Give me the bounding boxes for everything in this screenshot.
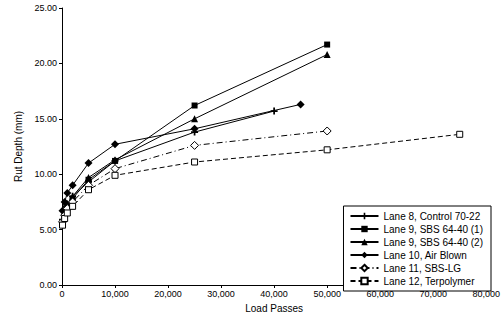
- svg-text:Lane 9, SBS 64-40 (1): Lane 9, SBS 64-40 (1): [383, 224, 483, 235]
- svg-text:50,000: 50,000: [313, 289, 341, 299]
- svg-text:80,000: 80,000: [472, 288, 500, 299]
- svg-text:Load Passes: Load Passes: [245, 303, 303, 314]
- svg-text:Lane 12, Terpolymer: Lane 12, Terpolymer: [383, 276, 475, 287]
- svg-text:Rut Depth (mm): Rut Depth (mm): [13, 111, 24, 182]
- svg-text:60,000: 60,000: [366, 288, 394, 299]
- svg-text:5.00: 5.00: [39, 225, 57, 235]
- svg-text:40,000: 40,000: [260, 289, 288, 299]
- svg-text:10.00: 10.00: [34, 169, 57, 179]
- svg-text:30,000: 30,000: [207, 289, 235, 299]
- svg-text:Lane 11, SBS-LG: Lane 11, SBS-LG: [383, 263, 461, 274]
- svg-text:20,000: 20,000: [154, 289, 182, 299]
- svg-text:10,000: 10,000: [101, 289, 129, 299]
- svg-text:15.00: 15.00: [34, 114, 57, 124]
- svg-text:Lane 9, SBS 64-40 (2): Lane 9, SBS 64-40 (2): [383, 237, 483, 248]
- svg-text:70,000: 70,000: [419, 288, 447, 299]
- svg-text:0.00: 0.00: [39, 280, 57, 290]
- svg-text:Lane 8, Control 70-22: Lane 8, Control 70-22: [383, 211, 480, 222]
- svg-text:0: 0: [59, 289, 64, 299]
- svg-text:20.00: 20.00: [34, 58, 57, 68]
- svg-text:25.00: 25.00: [34, 3, 57, 13]
- svg-text:Lane 10, Air Blown: Lane 10, Air Blown: [383, 250, 466, 261]
